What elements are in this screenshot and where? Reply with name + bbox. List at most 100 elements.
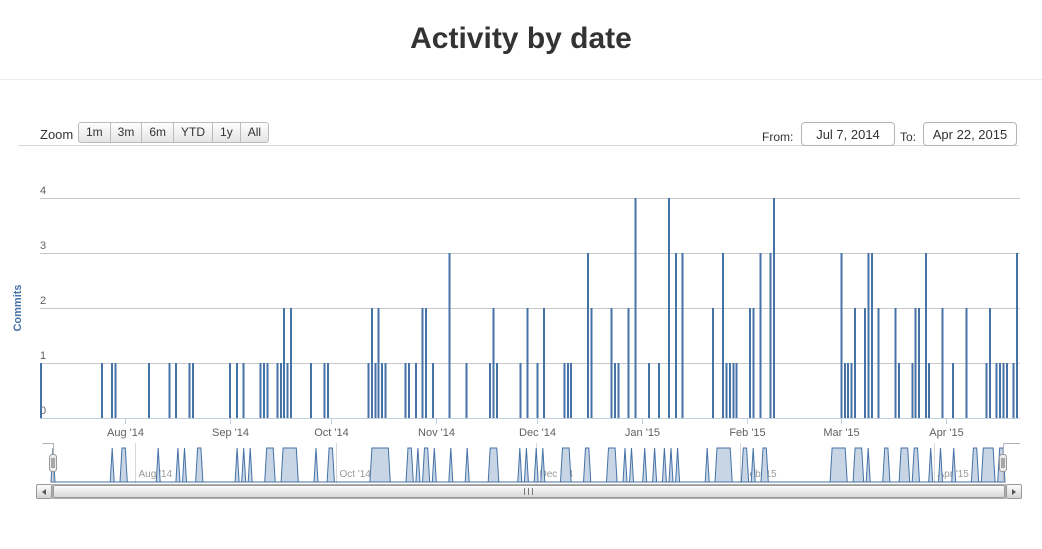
commit-bar[interactable]	[242, 363, 245, 418]
commit-bar[interactable]	[381, 363, 384, 418]
commit-bar[interactable]	[489, 363, 492, 418]
navigator-right-handle[interactable]	[999, 454, 1007, 472]
commit-bar[interactable]	[877, 308, 880, 418]
commit-bar[interactable]	[323, 363, 326, 418]
commit-bar[interactable]	[668, 198, 671, 418]
commit-bar[interactable]	[722, 253, 725, 418]
commit-bar[interactable]	[377, 308, 380, 418]
commit-bar[interactable]	[1012, 363, 1015, 418]
zoom-button-1m[interactable]: 1m	[78, 122, 111, 143]
commit-bar[interactable]	[941, 308, 944, 418]
commit-bar[interactable]	[519, 363, 522, 418]
to-date-input[interactable]	[923, 122, 1017, 146]
commit-bar[interactable]	[110, 363, 113, 418]
scrollbar-right-button[interactable]	[1006, 484, 1022, 499]
commit-bar[interactable]	[492, 308, 495, 418]
commit-bar[interactable]	[995, 363, 998, 418]
commit-bar[interactable]	[847, 363, 850, 418]
commit-bar[interactable]	[566, 363, 569, 418]
commit-bar[interactable]	[286, 363, 289, 418]
from-date-input[interactable]	[801, 122, 895, 146]
commit-bar[interactable]	[192, 363, 194, 418]
commit-bar[interactable]	[610, 308, 613, 418]
commit-bar[interactable]	[840, 253, 843, 418]
commit-bar[interactable]	[543, 308, 546, 418]
commit-bar[interactable]	[769, 253, 772, 418]
commit-bar[interactable]	[759, 253, 762, 418]
commit-bar[interactable]	[421, 308, 424, 418]
commit-bar[interactable]	[495, 363, 498, 418]
zoom-button-all[interactable]: All	[239, 122, 270, 143]
commit-bar[interactable]	[985, 363, 988, 418]
commit-bar[interactable]	[168, 363, 171, 418]
commit-bar[interactable]	[100, 363, 103, 418]
commit-bar[interactable]	[404, 363, 407, 418]
commit-bar[interactable]	[749, 308, 752, 418]
scrollbar-thumb[interactable]	[53, 485, 1005, 498]
commit-bar[interactable]	[563, 363, 566, 418]
commit-bar[interactable]	[924, 253, 927, 418]
commit-bar[interactable]	[725, 363, 728, 418]
commit-bar[interactable]	[1005, 363, 1008, 418]
commit-bar[interactable]	[870, 253, 873, 418]
commit-bar[interactable]	[647, 363, 650, 418]
commit-bar[interactable]	[914, 308, 917, 418]
commit-bar[interactable]	[752, 308, 755, 418]
commit-bar[interactable]	[414, 363, 417, 418]
commit-bar[interactable]	[614, 363, 617, 418]
zoom-button-6m[interactable]: 6m	[141, 122, 175, 143]
commit-bar[interactable]	[465, 363, 468, 418]
commit-bar[interactable]	[627, 308, 630, 418]
commit-bar[interactable]	[570, 363, 573, 418]
commit-bar[interactable]	[617, 363, 620, 418]
scrollbar-track[interactable]	[52, 484, 1006, 499]
commit-bar[interactable]	[928, 363, 931, 418]
zoom-button-3m[interactable]: 3m	[109, 122, 143, 143]
commit-bar[interactable]	[674, 253, 677, 418]
commit-bar[interactable]	[235, 363, 238, 418]
navigator-area[interactable]	[50, 447, 1006, 483]
navigator-left-handle[interactable]	[49, 454, 57, 472]
commit-bar[interactable]	[587, 253, 590, 418]
commit-bar[interactable]	[843, 363, 846, 418]
commit-bar[interactable]	[1016, 253, 1018, 418]
commit-bar[interactable]	[911, 363, 914, 418]
commit-bar[interactable]	[114, 363, 117, 418]
commit-bar[interactable]	[658, 363, 660, 418]
commit-bar[interactable]	[772, 198, 775, 418]
commit-bar[interactable]	[371, 308, 373, 418]
commit-bar[interactable]	[867, 253, 870, 418]
commit-bar[interactable]	[732, 363, 735, 418]
commit-bar[interactable]	[590, 308, 593, 418]
commit-bar[interactable]	[229, 363, 232, 418]
commit-bar[interactable]	[735, 363, 738, 418]
commit-bar[interactable]	[526, 308, 529, 418]
commit-bar[interactable]	[310, 363, 313, 418]
commit-bar[interactable]	[262, 363, 265, 418]
commit-bar[interactable]	[259, 363, 262, 418]
commit-bar[interactable]	[40, 363, 42, 418]
commit-bar[interactable]	[374, 363, 377, 418]
commit-bar[interactable]	[175, 363, 178, 418]
commit-bar[interactable]	[728, 363, 731, 418]
commit-bar[interactable]	[448, 253, 451, 418]
commit-bar[interactable]	[431, 363, 434, 418]
commit-bar[interactable]	[425, 308, 427, 418]
commit-bar[interactable]	[897, 363, 900, 418]
commit-bar[interactable]	[408, 363, 411, 418]
commit-bar[interactable]	[266, 363, 269, 418]
commit-bar[interactable]	[283, 308, 286, 418]
scrollbar-left-button[interactable]	[36, 484, 52, 499]
commit-bar[interactable]	[850, 363, 853, 418]
commit-bar[interactable]	[951, 363, 954, 418]
commit-bar[interactable]	[894, 308, 897, 418]
commit-bar[interactable]	[999, 363, 1002, 418]
commit-bar[interactable]	[681, 253, 684, 418]
commit-bar[interactable]	[276, 363, 279, 418]
commit-bar[interactable]	[918, 308, 921, 418]
commit-bar[interactable]	[384, 363, 387, 418]
commit-bar[interactable]	[712, 308, 715, 418]
commit-bar[interactable]	[965, 308, 968, 418]
commit-bar[interactable]	[1002, 363, 1005, 418]
